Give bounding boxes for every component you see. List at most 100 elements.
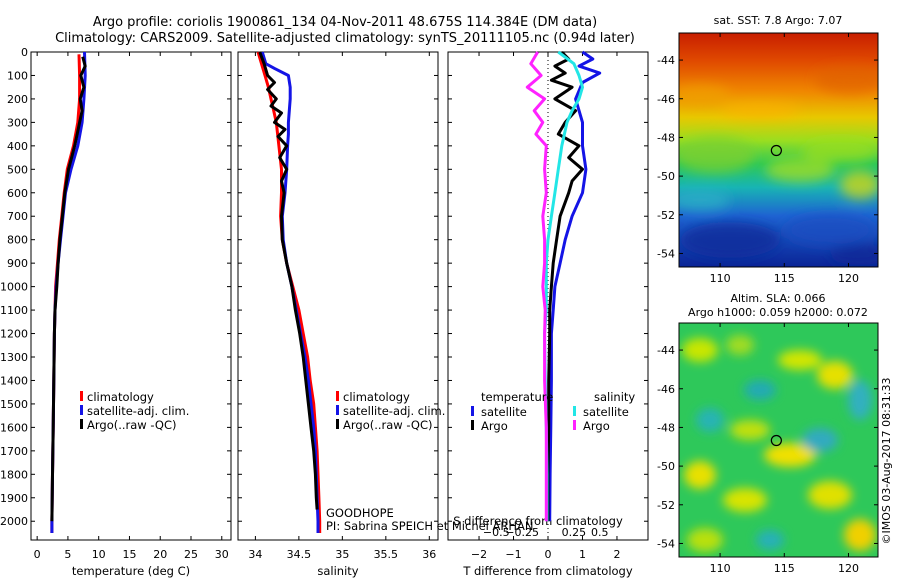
difference-x-tick-label: 0 [545,548,552,561]
depth-tick-label: 600 [7,187,28,200]
map-y-tick-label: -48 [657,131,675,144]
depth-tick-label: 2000 [0,515,28,528]
temperature-x-tick-label: 10 [92,548,106,561]
salinity-diff-label: S difference from climatology [453,514,623,528]
salinity-x-tick-label: 34.5 [287,548,312,561]
argo-position-marker [770,434,782,447]
map-y-tick-label: -48 [657,421,675,434]
salinity-axes-frame [237,51,439,541]
map-y-tick-label: -54 [657,537,675,550]
legend-entry: climatology [343,390,410,404]
map-x-tick-label: 115 [774,272,795,285]
sla-map-panel: Altim. SLA: 0.066 Argo h1000: 0.059 h200… [657,292,879,575]
sla-field [679,323,878,557]
difference-x-tick-label: 2 [613,548,620,561]
salinity-diff-tick-label: 0.5 [591,526,609,539]
temperature-x-tick-label: 15 [122,548,136,561]
salinity-x-tick-label: 36 [422,548,436,561]
map-x-tick-label: 120 [838,272,859,285]
map-y-tick-label: -54 [657,247,675,260]
map-x-tick-label: 120 [838,562,859,575]
difference-series-argo [546,50,584,522]
project-annotation: PI: Sabrina SPEICH et Michel ARHAN [326,519,534,533]
depth-tick-label: 1800 [0,468,28,481]
difference-x-label: T difference from climatology [462,564,633,578]
legend-swatch-satellite [471,406,474,416]
legend-swatch-climatology [336,391,339,401]
difference-x-tick-label: 1 [579,548,586,561]
salinity-diff-tick-label: −0.25 [505,526,539,539]
imos-stamp: ©IMOS 03-Aug-2017 08:31:33 [880,378,893,545]
legend-group-title: temperature [481,390,553,404]
legend-entry: climatology [87,390,154,404]
title-line-2: Climatology: CARS2009. Satellite-adjuste… [55,31,635,46]
salinity-series-satellite [260,51,320,533]
salinity-x-tick-label: 34 [248,548,262,561]
map-y-tick-label: -44 [657,54,675,67]
legend-entry: satellite-adj. clim. [87,404,189,418]
salinity-x-tick-label: 35.5 [374,548,399,561]
temperature-axes-frame [30,51,232,541]
legend-swatch-satellite [336,405,339,415]
legend-swatch-s_satellite [573,406,576,416]
difference-series-satellite [548,50,602,522]
depth-tick-label: 700 [7,210,28,223]
legend-swatch-argo [80,419,83,429]
depth-tick-label: 1500 [0,398,28,411]
map-y-tick-label: -52 [657,209,675,222]
legend-entry: satellite [583,405,629,419]
map-y-tick-label: -50 [657,170,675,183]
sla-map-title-2: Argo h1000: 0.059 h2000: 0.072 [688,306,868,319]
argo-position-marker [770,144,782,157]
temperature-series-argo [50,56,87,522]
legend-swatch-s_argo [573,420,576,430]
sla-map-title-1: Altim. SLA: 0.066 [730,292,825,305]
legend-entry: satellite [481,405,527,419]
map-y-tick-label: -46 [657,383,675,396]
salinity-diff-tick-label: 0.25 [562,526,587,539]
temperature-x-tick-label: 5 [64,548,71,561]
depth-tick-label: 100 [7,69,28,82]
map-x-tick-label: 115 [774,562,795,575]
map-y-tick-label: -46 [657,93,675,106]
depth-tick-label: 500 [7,163,28,176]
legend-swatch-argo [471,420,474,430]
temperature-x-label: temperature (deg C) [72,564,190,578]
title-line-1: Argo profile: coriolis 1900861_134 04-No… [93,15,597,30]
map-y-tick-label: -52 [657,499,675,512]
legend-entry: Argo(..raw -QC) [343,418,433,432]
map-x-tick-label: 110 [710,562,731,575]
depth-tick-label: 1600 [0,421,28,434]
sst-map-title: sat. SST: 7.8 Argo: 7.07 [714,14,843,27]
depth-tick-label: 400 [7,140,28,153]
difference-series-s_argo [525,51,548,522]
temperature-x-tick-label: 25 [184,548,198,561]
legend-swatch-satellite [80,405,83,415]
depth-tick-label: 1300 [0,351,28,364]
depth-tick-label: 300 [7,116,28,129]
map-y-tick-label: -50 [657,460,675,473]
legend-swatch-climatology [80,391,83,401]
map-y-tick-label: -44 [657,344,675,357]
legend-group-title: salinity [594,390,635,404]
salinity-x-tick-label: 35 [335,548,349,561]
difference-x-tick-label: −1 [505,548,521,561]
depth-tick-label: 1400 [0,374,28,387]
depth-tick-label: 1100 [0,304,28,317]
legend-entry: Argo(..raw -QC) [87,418,177,432]
legend-entry: satellite-adj. clim. [343,404,445,418]
depth-tick-label: 1200 [0,328,28,341]
sla-map-frame [678,322,879,558]
depth-tick-label: 0 [21,46,28,59]
difference-x-tick-label: −2 [471,548,487,561]
depth-tick-label: 200 [7,93,28,106]
temperature-panel: 0100200300400500600700800900100011001200… [0,46,232,578]
salinity-x-label: salinity [317,564,358,578]
depth-tick-label: 1900 [0,492,28,505]
depth-tick-label: 1000 [0,281,28,294]
temperature-x-tick-label: 20 [153,548,167,561]
difference-panel: −2 −1 0 1 2 T difference from climatology −0.5… [447,50,649,578]
sst-map-panel: sat. SST: 7.8 Argo: 7.07 110 115 120 -44 -46… [657,14,879,285]
